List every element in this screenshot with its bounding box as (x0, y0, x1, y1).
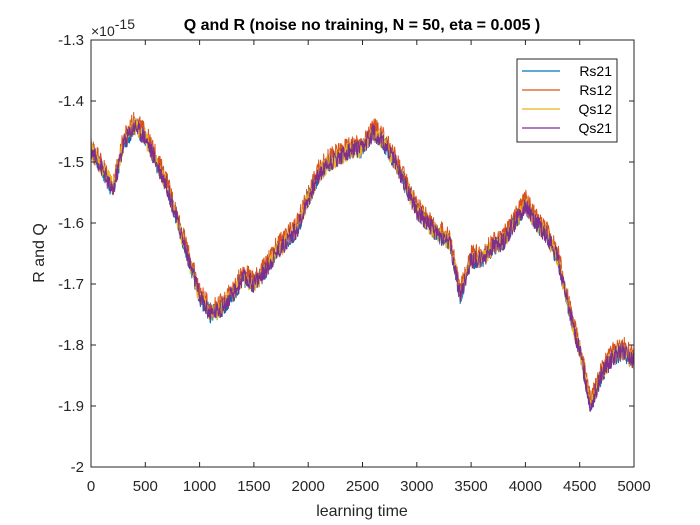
chart-title: Q and R (noise no training, N = 50, eta … (184, 17, 541, 34)
x-tick-label: 3000 (400, 478, 433, 495)
x-tick-label: 1000 (183, 478, 216, 495)
y-tick-label: -1.3 (58, 32, 84, 49)
y-exponent-power: -15 (115, 16, 135, 32)
y-tick-label: -1.7 (58, 276, 84, 293)
x-tick-label: 0 (87, 478, 95, 495)
y-exponent-base: ×10 (91, 23, 115, 39)
y-tick-label: -2 (71, 459, 84, 476)
legend-label-rs21: Rs21 (579, 63, 612, 79)
x-axis-label: learning time (316, 503, 408, 520)
x-tick-label: 4000 (509, 478, 542, 495)
x-tick-label: 3500 (454, 478, 487, 495)
axes-layer: 0 500 1000 1500 2000 2500 3000 3500 4000 4500 5000… (58, 32, 651, 495)
y-axis-label: R and Q (31, 223, 48, 283)
x-tick-label: 500 (133, 478, 158, 495)
legend: Rs21 Rs12 Qs12 Qs21 (516, 58, 618, 143)
x-tick-label: 4500 (563, 478, 596, 495)
legend-label-rs12: Rs12 (579, 82, 612, 98)
y-exponent-label: ×10-15 (91, 16, 135, 39)
series-layer (90, 111, 635, 412)
y-tick-label: -1.4 (58, 93, 84, 110)
y-tick-label: -1.6 (58, 215, 84, 232)
series-line-qs21 (90, 119, 635, 412)
legend-label-qs21: Qs21 (579, 120, 613, 136)
x-tick-label: 1500 (237, 478, 270, 495)
x-tick-label: 2500 (346, 478, 379, 495)
y-tick-label: -1.5 (58, 154, 84, 171)
x-tick-label: 5000 (617, 478, 650, 495)
y-tick-label: -1.9 (58, 398, 84, 415)
x-tick-label: 2000 (292, 478, 325, 495)
y-tick-label: -1.8 (58, 337, 84, 354)
legend-label-qs12: Qs12 (579, 101, 613, 117)
